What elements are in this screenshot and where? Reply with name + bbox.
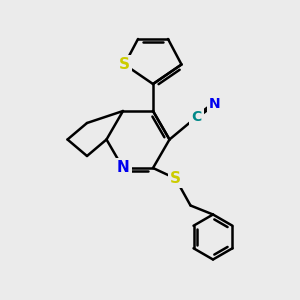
- Text: S: S: [119, 57, 130, 72]
- Text: N: N: [117, 160, 129, 175]
- Text: C: C: [191, 110, 202, 124]
- Text: S: S: [170, 171, 181, 186]
- Text: N: N: [209, 97, 220, 110]
